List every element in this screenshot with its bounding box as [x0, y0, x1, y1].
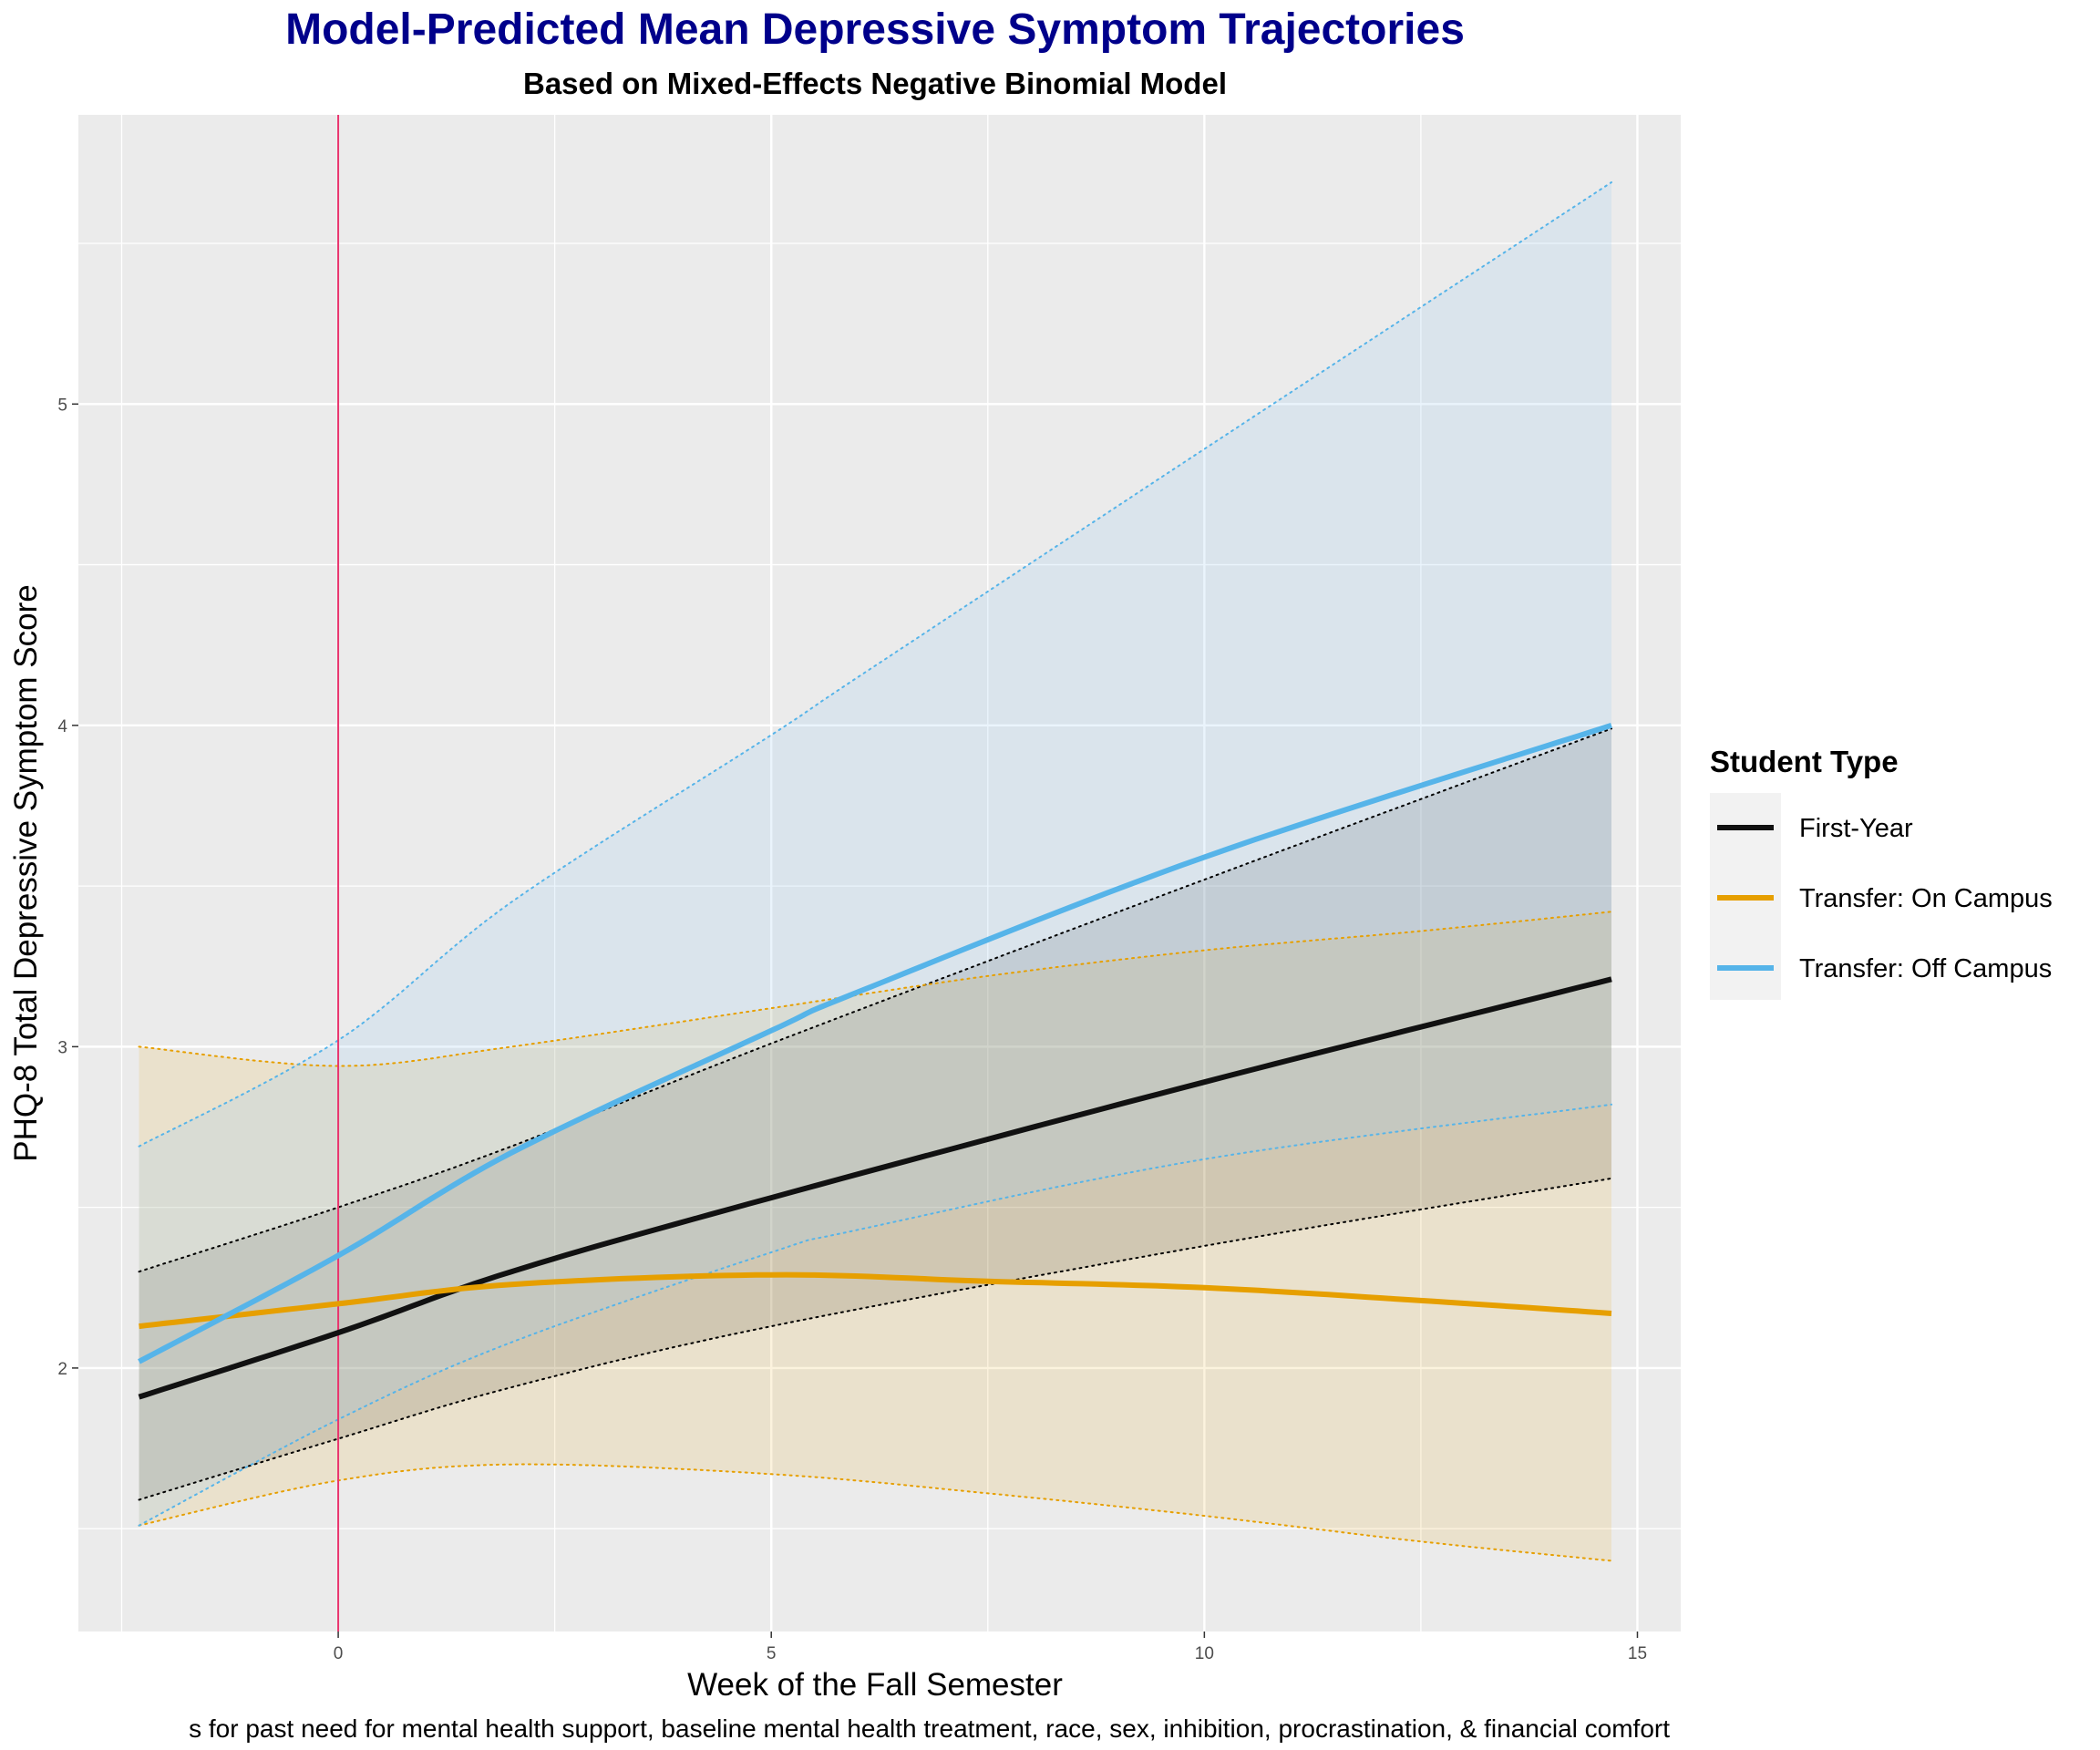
series-line-2 [138, 722, 1612, 1364]
ribbon-0 [139, 728, 1611, 1500]
y-tick-label: 3 [57, 1038, 67, 1057]
lower-bound-0 [138, 1177, 1612, 1501]
plot-panel [78, 115, 1681, 1632]
x-tick-label: 15 [1628, 1644, 1647, 1663]
x-tick-label: 5 [767, 1644, 777, 1663]
x-tick-label: 10 [1195, 1644, 1214, 1663]
legend-title: Student Type [1710, 745, 1899, 778]
x-axis-ticks: 0 5 10 15 [334, 1632, 1647, 1663]
upper-bound-0 [138, 727, 1612, 1273]
y-axis-ticks: 2 3 4 5 [57, 396, 78, 1379]
lower-bound-1 [138, 1463, 1612, 1562]
series-line-0 [138, 976, 1612, 1400]
y-tick-label: 4 [57, 717, 67, 736]
chart-caption: s for past need for mental health suppor… [189, 1714, 1670, 1743]
legend-label-0: First-Year [1799, 814, 1913, 843]
y-axis-title: PHQ-8 Total Depressive Symptom Score [8, 584, 44, 1161]
ribbon-2 [139, 182, 1611, 1526]
chart-subtitle: Based on Mixed-Effects Negative Binomial… [523, 67, 1227, 100]
series-line-1 [139, 1271, 1612, 1330]
x-tick-label: 0 [334, 1644, 344, 1663]
chart-title: Model-Predicted Mean Depressive Symptom … [285, 5, 1465, 54]
upper-bound-1 [138, 911, 1612, 1067]
y-tick-label: 2 [57, 1360, 67, 1379]
x-axis-title: Week of the Fall Semester [687, 1667, 1063, 1703]
legend-items: First-Year Transfer: On Campus Transfer: O… [1717, 814, 2053, 983]
legend-label-1: Transfer: On Campus [1799, 884, 2053, 913]
y-tick-label: 5 [57, 396, 67, 415]
legend: Student Type First-Year Transfer: On Camp… [1710, 745, 2053, 1000]
series-lines [138, 722, 1612, 1400]
legend-label-2: Transfer: Off Campus [1799, 954, 2052, 983]
